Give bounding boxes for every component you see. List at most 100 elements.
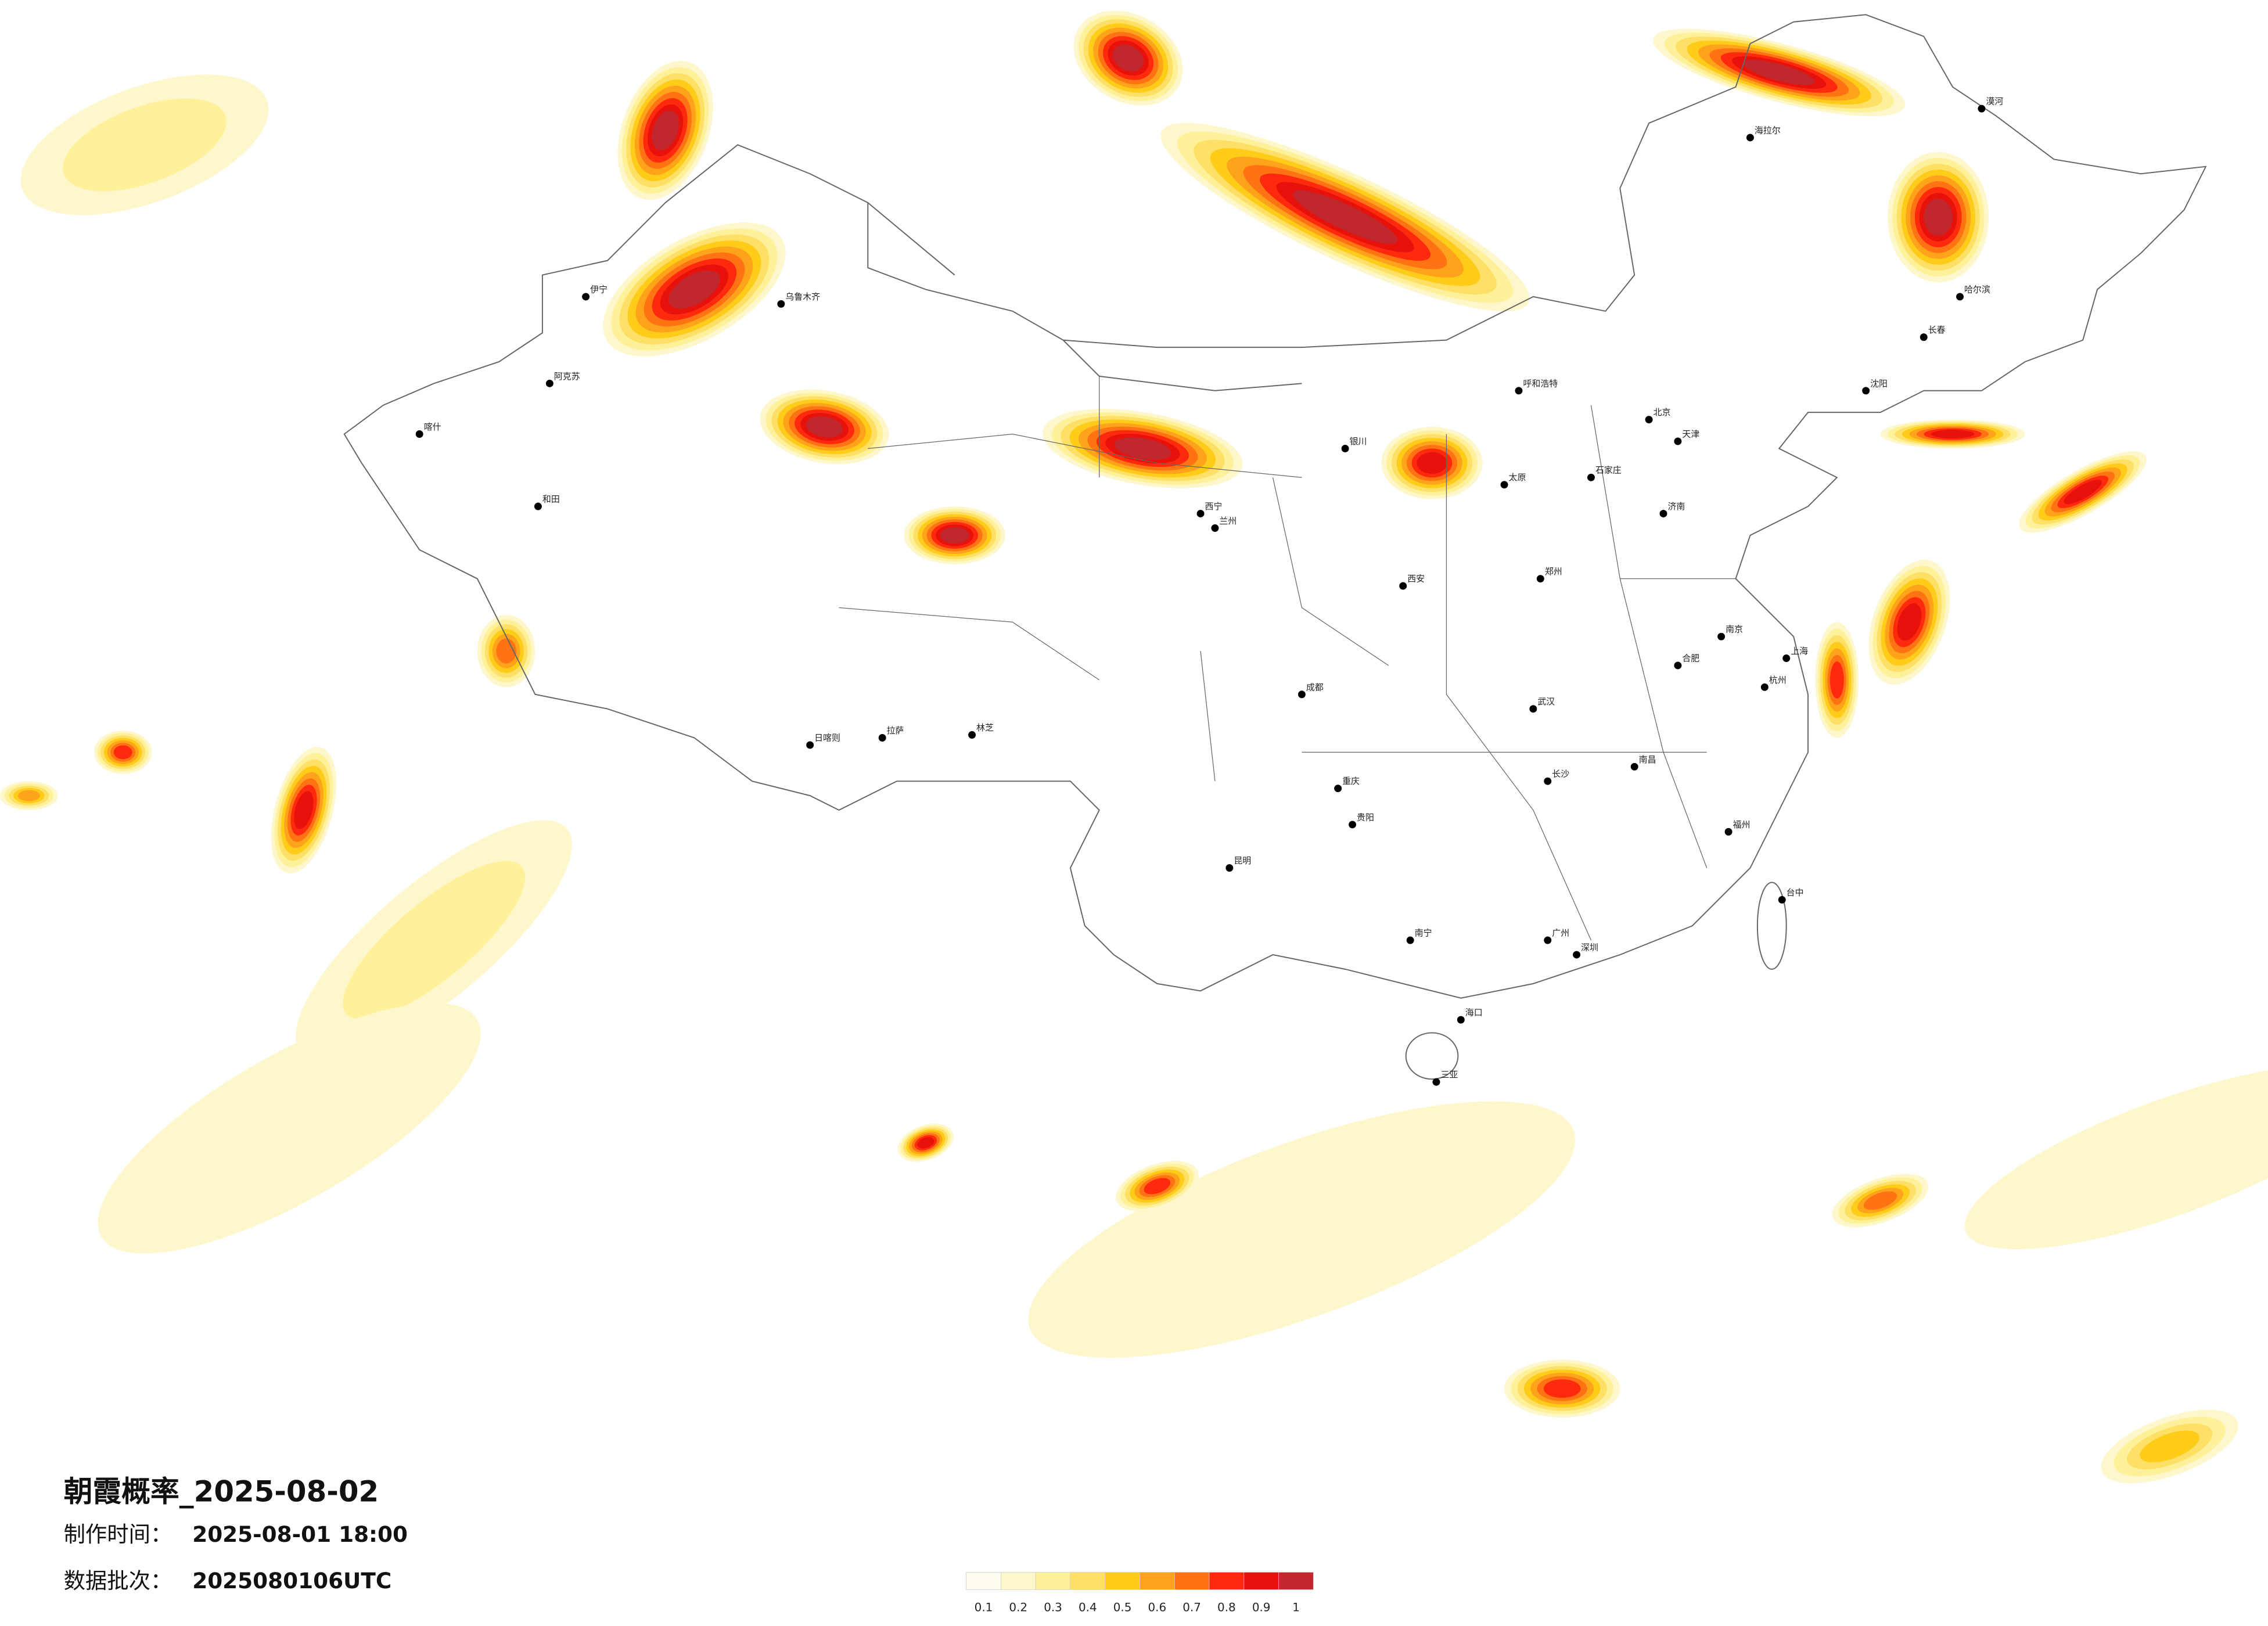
probability-patch: [1863, 1191, 1897, 1210]
legend-swatch: [1070, 1572, 1106, 1590]
probability-patch: [1830, 661, 1844, 699]
city-label: 兰州: [1219, 516, 1237, 526]
city-dot: [1457, 1016, 1465, 1024]
city-label: 天津: [1682, 429, 1699, 439]
info-value: 2025-08-01 18:00: [192, 1521, 408, 1547]
city-dot: [1645, 416, 1653, 424]
city-label: 长沙: [1552, 769, 1569, 779]
legend-swatch: [1001, 1572, 1036, 1590]
probability-patch: [17, 790, 40, 801]
probability-patch: [294, 791, 314, 829]
city-label: 拉萨: [887, 725, 904, 736]
city-label: 重庆: [1342, 776, 1360, 786]
probability-patch: [1924, 199, 1953, 236]
city-label: 漠河: [1986, 96, 2003, 107]
legend-tick-label: 0.5: [1113, 1601, 1132, 1614]
province-line: [839, 376, 1736, 941]
city-label: 石家庄: [1595, 465, 1622, 476]
info-value: 2025080106UTC: [192, 1568, 391, 1593]
city-label: 福州: [1733, 819, 1751, 830]
legend-tick-label: 0.4: [1079, 1601, 1097, 1614]
city-dot: [1760, 683, 1769, 691]
city-label: 昆明: [1234, 855, 1251, 866]
city-dot: [1746, 134, 1754, 142]
probability-patch: [343, 861, 526, 1020]
city-label: 西宁: [1205, 501, 1223, 512]
probability-field: [0, 10, 2268, 1484]
city-dot: [1529, 705, 1537, 713]
city-dot: [1674, 437, 1682, 445]
info-label: 制作时间：: [64, 1521, 172, 1547]
probability-patch: [1144, 1178, 1171, 1195]
color-legend: 0.1 0.2 0.3 0.4 0.5 0.6 0.7 0.8 0.9 1: [966, 1572, 1314, 1614]
city-label: 杭州: [1769, 675, 1787, 685]
city-label: 南京: [1726, 624, 1743, 635]
legend-tick-label: 0.8: [1217, 1601, 1236, 1614]
probability-patch: [1028, 1101, 1576, 1358]
city-dot: [1630, 762, 1638, 771]
city-label: 日喀则: [814, 732, 840, 743]
legend-tick-label: 0.7: [1182, 1601, 1201, 1614]
city-label: 呼和浩特: [1523, 378, 1558, 388]
probability-patch: [1417, 452, 1447, 474]
probability-patch: [98, 1003, 481, 1254]
probability-patch: [496, 638, 516, 664]
city-dot: [534, 502, 542, 510]
probability-patch: [1543, 1379, 1581, 1398]
mongolia-border: [867, 202, 1302, 391]
city-label: 海拉尔: [1755, 125, 1781, 135]
city-label: 广州: [1552, 928, 1569, 938]
city-dot: [806, 741, 814, 749]
city-label: 上海: [1791, 646, 1808, 656]
city-label: 南宁: [1415, 928, 1432, 938]
city-dot: [1349, 821, 1357, 829]
city-label: 长春: [1928, 325, 1946, 335]
legend-swatch: [966, 1572, 1001, 1590]
probability-patch: [917, 1136, 934, 1149]
city-dot: [1544, 936, 1552, 944]
city-label: 成都: [1306, 682, 1324, 692]
city-label: 喀什: [424, 422, 441, 432]
legend-swatch: [1140, 1572, 1175, 1590]
city-label: 西安: [1407, 574, 1425, 584]
city-dot: [582, 293, 590, 301]
legend-swatch: [1105, 1572, 1140, 1590]
city-label: 武汉: [1537, 696, 1555, 707]
hainan: [1405, 1032, 1459, 1080]
city-dot: [1536, 575, 1544, 583]
city-dot: [1659, 510, 1667, 517]
probability-patch: [1964, 1065, 2268, 1250]
city-label: 林芝: [976, 722, 994, 733]
city-label: 银川: [1350, 436, 1367, 447]
city-label: 济南: [1667, 501, 1685, 512]
probability-patch: [1743, 60, 1815, 85]
legend-tick-label: 0.1: [975, 1601, 993, 1614]
city-dot: [1399, 582, 1407, 590]
city-dot: [1225, 864, 1234, 872]
city-dot: [1544, 777, 1552, 785]
city-label: 太原: [1509, 472, 1526, 483]
city-dot: [545, 379, 553, 387]
city-dot: [1717, 632, 1726, 641]
probability-patch: [63, 98, 227, 192]
city-label: 伊宁: [590, 284, 608, 294]
city-label: 合肥: [1682, 653, 1699, 664]
city-dot: [777, 300, 785, 308]
probability-patch: [1112, 44, 1144, 72]
city-dot: [878, 734, 886, 742]
city-label: 和田: [542, 494, 560, 505]
city-label: 北京: [1654, 407, 1671, 418]
taiwan: [1756, 882, 1787, 970]
china-outline: [343, 14, 2207, 1080]
city-dot: [1920, 333, 1928, 341]
country-border: [343, 14, 2207, 999]
city-label: 深圳: [1581, 942, 1598, 953]
info-label: 数据批次：: [64, 1568, 172, 1593]
city-dot: [1432, 1078, 1440, 1086]
city-dot: [1406, 936, 1414, 944]
legend-tick-label: 1: [1292, 1601, 1300, 1614]
probability-patch: [806, 416, 843, 438]
city-label: 南昌: [1639, 754, 1656, 765]
city-label: 贵阳: [1357, 812, 1374, 822]
